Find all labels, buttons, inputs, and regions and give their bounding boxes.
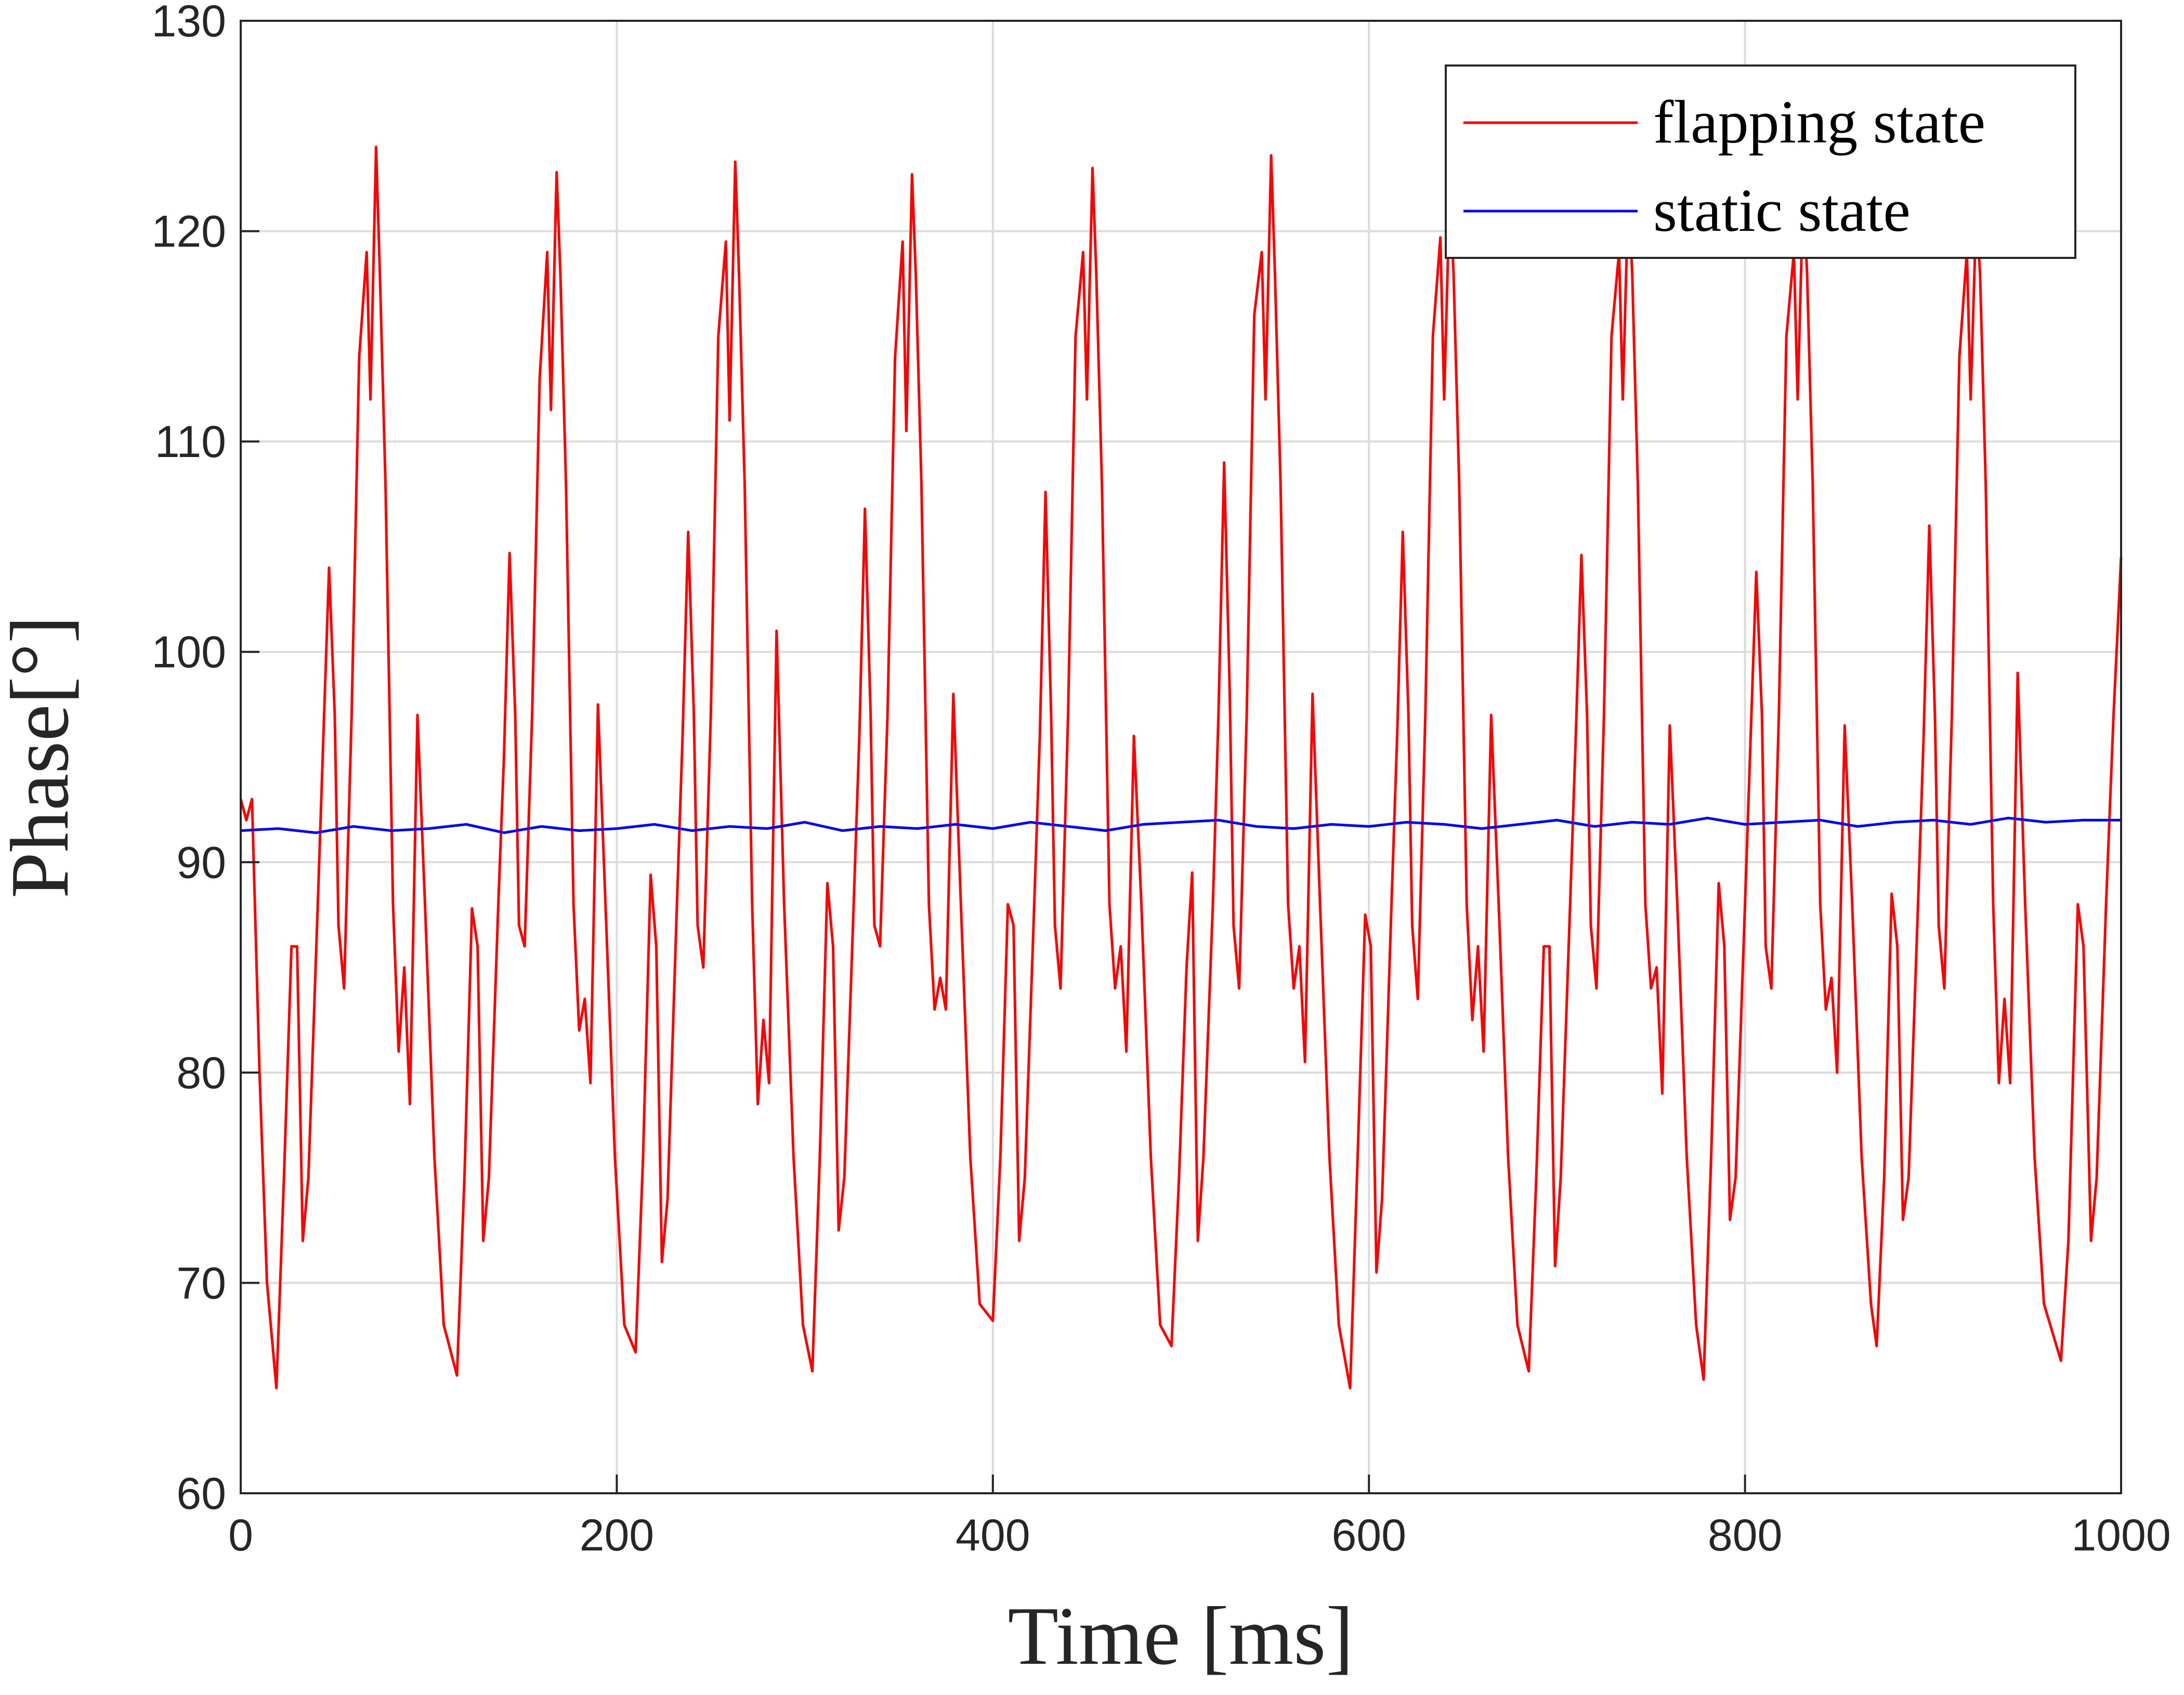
y-tick-label: 110 (155, 417, 226, 467)
axes-box (240, 20, 2122, 1494)
y-tick-label: 60 (176, 1469, 226, 1519)
x-tick-label: 800 (1708, 1510, 1783, 1560)
y-tick-label: 70 (176, 1258, 226, 1308)
x-tick-label: 400 (956, 1510, 1030, 1560)
y-tick-label: 90 (176, 838, 226, 888)
data-line (239, 146, 2123, 1390)
legend-label: static state (1653, 176, 1911, 244)
y-tick-label: 80 (176, 1048, 226, 1098)
y-tick-label: 130 (152, 0, 227, 46)
y-tick-label: 120 (152, 207, 227, 257)
x-tick-label: 600 (1331, 1510, 1406, 1560)
x-tick-label: 200 (580, 1510, 655, 1560)
x-tick-label: 0 (228, 1510, 253, 1560)
x-tick-label: 1000 (2071, 1510, 2170, 1560)
legend-label: flapping state (1653, 88, 1985, 156)
y-tick-label: 100 (152, 628, 227, 677)
ticks: 0 200 400 600 800 1000 60 70 80 90 100 110 120 130 (152, 0, 2171, 1560)
y-axis-label: Phase[°] (0, 616, 86, 898)
legend-box (1445, 64, 2076, 259)
x-axis-label: Time [ms] (1008, 1589, 1353, 1682)
plot-lines (239, 146, 2123, 1390)
data-line (240, 816, 2121, 835)
legend: flapping state static state (1445, 64, 2076, 259)
